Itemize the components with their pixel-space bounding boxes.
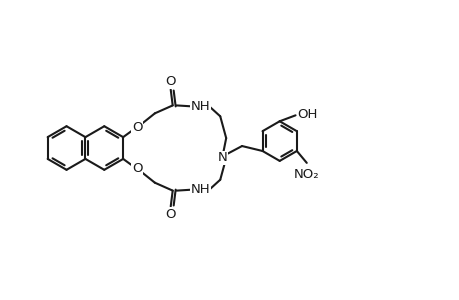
Text: OH: OH: [297, 108, 317, 121]
Text: N: N: [217, 152, 227, 164]
Text: O: O: [131, 162, 142, 175]
Text: O: O: [131, 121, 142, 134]
Text: NO₂: NO₂: [293, 168, 319, 181]
Text: NH: NH: [190, 183, 210, 196]
Text: NH: NH: [190, 100, 210, 113]
Text: O: O: [165, 75, 176, 88]
Text: O: O: [165, 208, 176, 221]
